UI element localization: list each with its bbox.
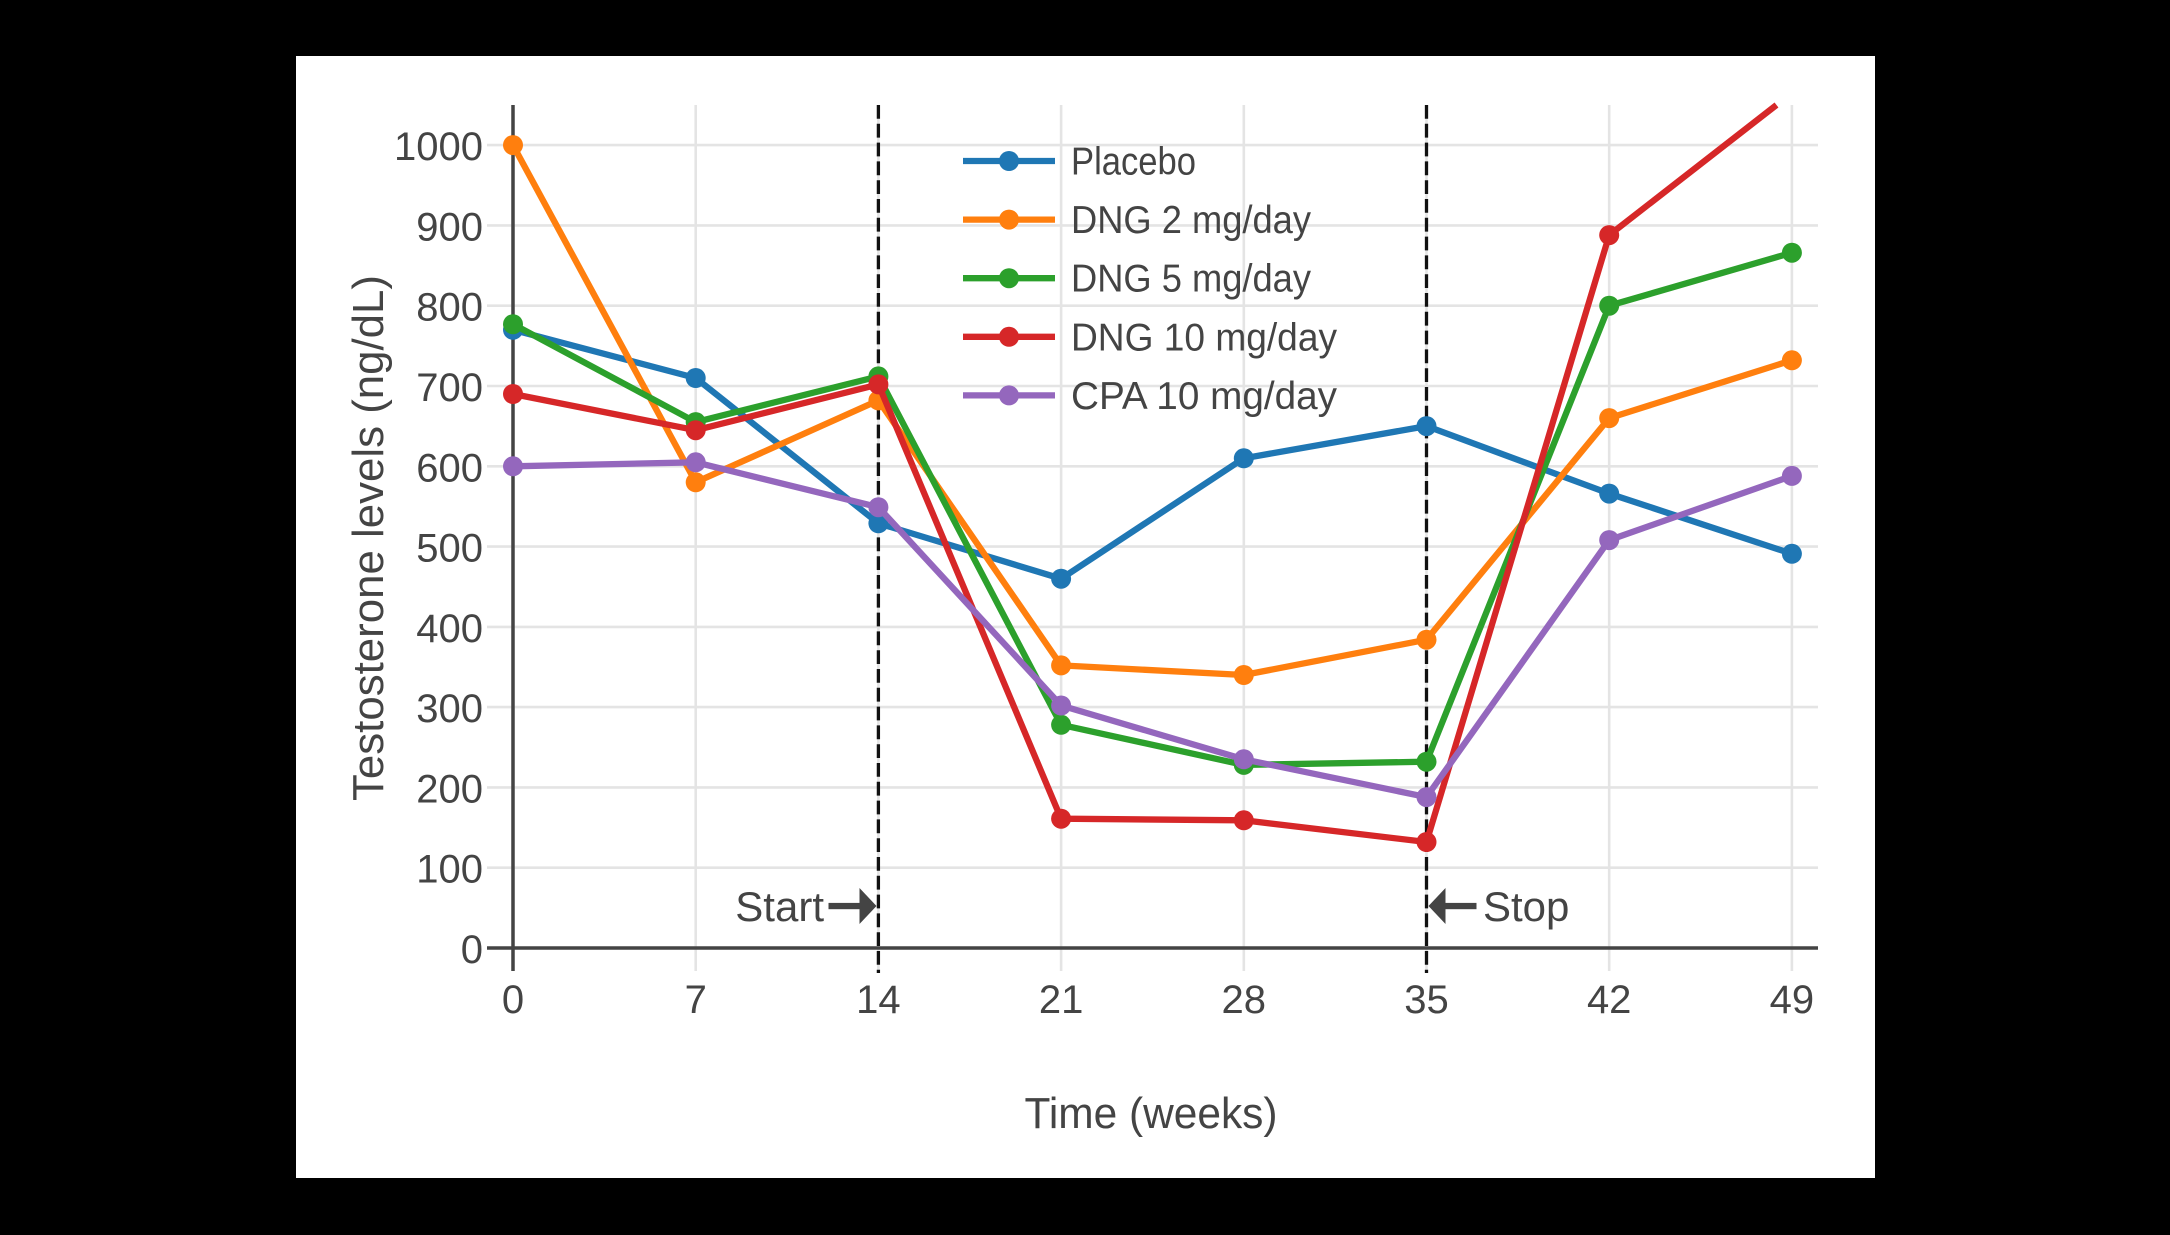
svg-text:900: 900 — [416, 205, 483, 249]
svg-text:1000: 1000 — [394, 125, 483, 169]
svg-text:700: 700 — [416, 366, 483, 410]
svg-text:CPA 10 mg/day: CPA 10 mg/day — [1071, 375, 1337, 418]
svg-text:300: 300 — [416, 687, 483, 731]
svg-text:21: 21 — [1039, 978, 1084, 1022]
svg-text:600: 600 — [416, 446, 483, 490]
svg-text:35: 35 — [1404, 978, 1449, 1022]
svg-text:500: 500 — [416, 527, 483, 571]
svg-text:200: 200 — [416, 767, 483, 811]
svg-text:DNG 2 mg/day: DNG 2 mg/day — [1071, 199, 1311, 242]
svg-text:0: 0 — [502, 978, 524, 1022]
svg-text:0: 0 — [461, 928, 483, 972]
svg-text:42: 42 — [1587, 978, 1632, 1022]
svg-text:DNG 5 mg/day: DNG 5 mg/day — [1071, 258, 1311, 301]
svg-text:400: 400 — [416, 607, 483, 651]
svg-text:Start: Start — [735, 883, 824, 930]
svg-text:Placebo: Placebo — [1071, 141, 1196, 184]
svg-text:7: 7 — [685, 978, 707, 1022]
svg-text:49: 49 — [1770, 978, 1815, 1022]
svg-text:Testosterone levels (ng/dL): Testosterone levels (ng/dL) — [344, 275, 393, 801]
svg-text:DNG 10 mg/day: DNG 10 mg/day — [1071, 316, 1337, 359]
svg-text:Time (weeks): Time (weeks) — [1025, 1089, 1278, 1138]
svg-text:28: 28 — [1222, 978, 1267, 1022]
svg-text:100: 100 — [416, 848, 483, 892]
svg-text:14: 14 — [856, 978, 901, 1022]
svg-text:800: 800 — [416, 286, 483, 330]
svg-text:Stop: Stop — [1483, 883, 1569, 930]
